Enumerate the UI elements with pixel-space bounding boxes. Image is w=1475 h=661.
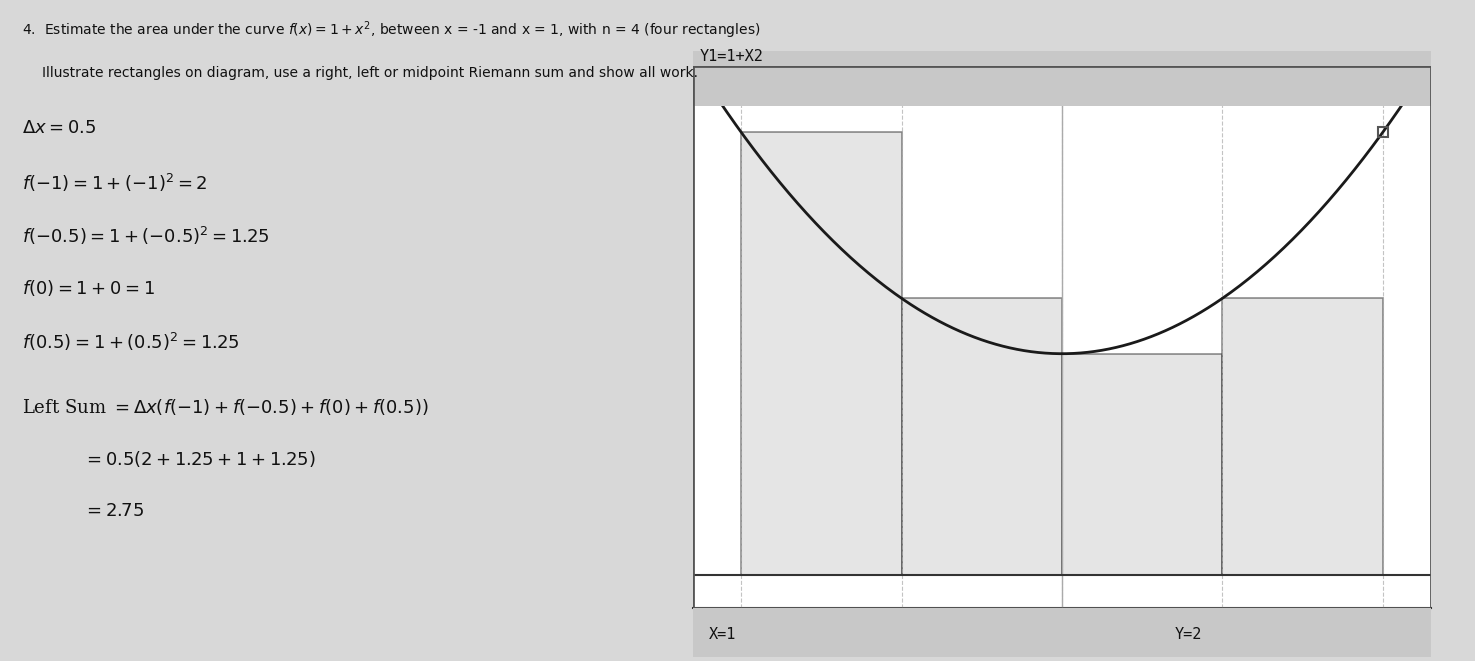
Text: Left Sum $= \Delta x \left( f(-1) + f(-0.5) + f(0) + f(0.5) \right)$: Left Sum $= \Delta x \left( f(-1) + f(-0… [22,397,428,416]
Text: $\Delta x = 0.5$: $\Delta x = 0.5$ [22,119,96,137]
Bar [901,298,1062,575]
Text: $f(0) = 1 + 0 = 1$: $f(0) = 1 + 0 = 1$ [22,278,155,297]
Text: $= 2.75$: $= 2.75$ [83,502,145,520]
Text: X=1: X=1 [709,627,736,642]
FancyBboxPatch shape [693,608,1431,657]
Text: Y1=1+X2: Y1=1+X2 [699,49,764,64]
Text: 4.  Estimate the area under the curve $f(x) = 1 + x^2$, between x = -1 and x = 1: 4. Estimate the area under the curve $f(… [22,20,760,42]
Text: Illustrate rectangles on diagram, use a right, left or midpoint Riemann sum and : Illustrate rectangles on diagram, use a … [41,66,698,80]
Text: $= 0.5 \left( 2 + 1.25 + 1 + 1.25 \right)$: $= 0.5 \left( 2 + 1.25 + 1 + 1.25 \right… [83,449,316,469]
Text: $f(0.5) = 1 + (0.5)^2 = 1.25$: $f(0.5) = 1 + (0.5)^2 = 1.25$ [22,330,239,352]
Text: $f(-1) = 1 + (-1)^2 = 2$: $f(-1) = 1 + (-1)^2 = 2$ [22,172,206,194]
Bar [1062,354,1223,575]
Text: Y=2: Y=2 [1174,627,1202,642]
FancyBboxPatch shape [693,51,1431,106]
Bar [742,132,901,575]
Text: $f(-0.5) = 1 + (-0.5)^2 = 1.25$: $f(-0.5) = 1 + (-0.5)^2 = 1.25$ [22,225,270,247]
Bar [1223,298,1382,575]
